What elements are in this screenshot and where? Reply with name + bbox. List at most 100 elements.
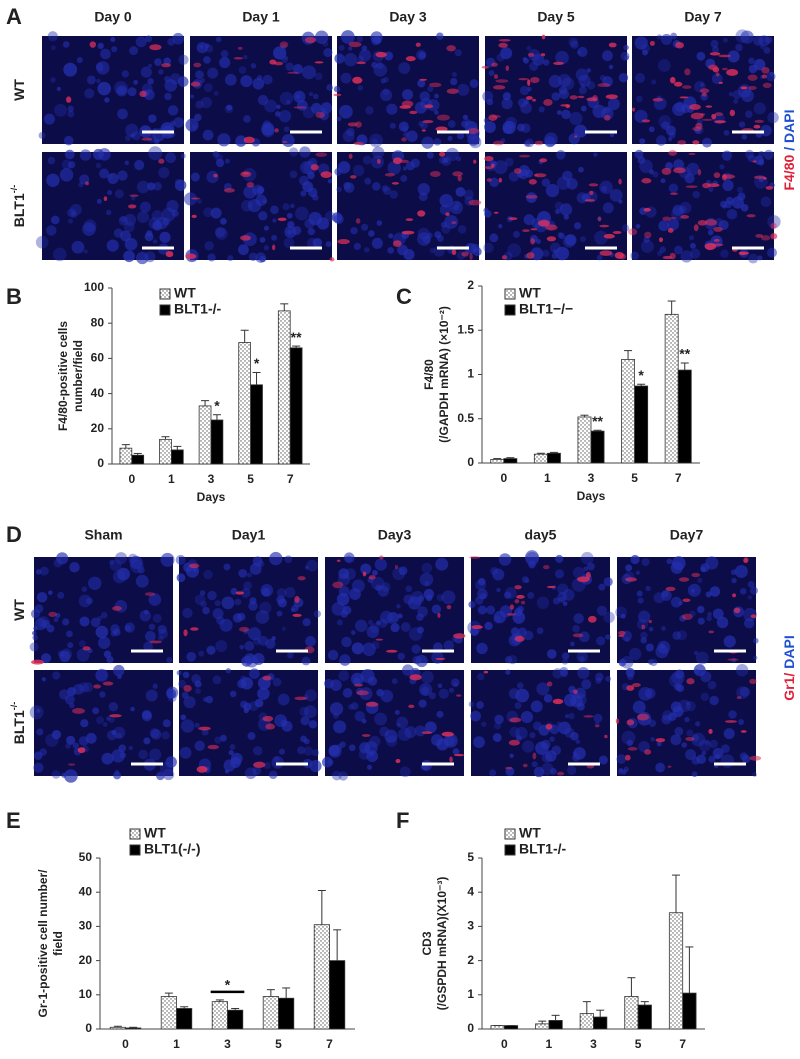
nucleus bbox=[51, 769, 61, 779]
nucleus bbox=[711, 73, 723, 85]
nucleus bbox=[243, 115, 251, 123]
stain bbox=[375, 638, 384, 641]
nucleus bbox=[580, 551, 594, 565]
x-tick-label: 1 bbox=[168, 472, 175, 486]
nucleus bbox=[66, 735, 76, 745]
nucleus bbox=[116, 732, 123, 739]
nucleus bbox=[754, 155, 764, 165]
nucleus bbox=[561, 109, 571, 120]
nucleus bbox=[111, 730, 117, 735]
row-name: WT bbox=[11, 79, 27, 101]
nucleus bbox=[366, 764, 373, 770]
stain bbox=[718, 54, 732, 58]
nucleus bbox=[156, 771, 165, 781]
significance: * bbox=[254, 355, 260, 371]
nucleus bbox=[424, 580, 430, 586]
nucleus bbox=[195, 100, 204, 109]
nucleus bbox=[247, 627, 262, 641]
nucleus bbox=[767, 111, 779, 124]
nucleus bbox=[157, 624, 167, 634]
nucleus bbox=[124, 135, 131, 142]
nucleus bbox=[56, 86, 61, 91]
stain bbox=[643, 207, 651, 212]
nucleus bbox=[123, 250, 135, 263]
nucleus bbox=[427, 85, 434, 92]
nucleus bbox=[596, 254, 603, 261]
nucleus bbox=[397, 727, 412, 741]
nucleus bbox=[152, 239, 158, 244]
stain bbox=[353, 141, 364, 146]
nucleus bbox=[543, 694, 553, 703]
nucleus bbox=[709, 739, 718, 749]
nucleus bbox=[180, 153, 186, 159]
stain bbox=[190, 627, 199, 631]
stain bbox=[498, 177, 502, 183]
nucleus bbox=[668, 137, 673, 142]
nucleus bbox=[728, 92, 734, 97]
nucleus bbox=[306, 559, 318, 572]
nucleus bbox=[297, 746, 306, 755]
nucleus bbox=[426, 151, 434, 159]
nucleus bbox=[639, 159, 653, 174]
nucleus bbox=[148, 63, 153, 68]
bar bbox=[262, 996, 279, 1030]
error-bar bbox=[333, 929, 342, 961]
nucleus bbox=[299, 146, 311, 158]
stain bbox=[614, 252, 625, 259]
stain bbox=[675, 41, 684, 49]
nucleus bbox=[384, 729, 398, 743]
nucleus bbox=[484, 621, 493, 631]
nucleus bbox=[555, 150, 566, 160]
stain bbox=[699, 88, 710, 94]
nucleus bbox=[257, 94, 269, 106]
nucleus bbox=[527, 86, 532, 92]
nucleus bbox=[247, 731, 256, 741]
stain bbox=[626, 719, 635, 726]
nucleus bbox=[115, 552, 128, 565]
nucleus bbox=[186, 651, 197, 662]
stain bbox=[435, 657, 446, 661]
stain bbox=[724, 720, 738, 723]
nucleus bbox=[350, 630, 356, 635]
nucleus bbox=[623, 766, 629, 773]
stain bbox=[488, 114, 498, 121]
nucleus bbox=[421, 562, 433, 574]
nucleus bbox=[447, 135, 453, 141]
nucleus bbox=[696, 605, 705, 614]
x-tick-label: 1 bbox=[173, 1037, 180, 1051]
nucleus bbox=[420, 121, 428, 130]
nucleus bbox=[248, 700, 259, 712]
stain bbox=[750, 614, 757, 619]
stain bbox=[235, 591, 244, 595]
stain bbox=[754, 119, 764, 123]
nucleus bbox=[494, 714, 504, 725]
nucleus bbox=[672, 204, 684, 216]
nucleus bbox=[678, 600, 683, 606]
legend-swatch bbox=[504, 844, 516, 856]
y-tick-label: 1 bbox=[467, 987, 474, 1001]
stain bbox=[112, 606, 122, 611]
stain bbox=[294, 696, 307, 701]
nucleus bbox=[326, 84, 333, 91]
nucleus bbox=[541, 752, 553, 763]
nucleus bbox=[441, 590, 456, 605]
stain bbox=[583, 715, 594, 718]
nucleus bbox=[599, 180, 613, 195]
nucleus bbox=[212, 608, 224, 620]
nucleus bbox=[103, 650, 112, 659]
nucleus bbox=[545, 183, 560, 198]
stain bbox=[320, 171, 332, 178]
stain bbox=[655, 738, 666, 743]
stain bbox=[391, 182, 399, 185]
stain bbox=[498, 42, 508, 48]
nucleus bbox=[321, 756, 333, 768]
nucleus bbox=[51, 729, 62, 740]
nucleus bbox=[650, 737, 655, 742]
nucleus bbox=[121, 70, 129, 78]
bar bbox=[176, 1008, 193, 1030]
stain bbox=[599, 224, 610, 228]
stain bbox=[770, 222, 777, 230]
nucleus bbox=[354, 711, 366, 722]
stain bbox=[189, 563, 200, 569]
nucleus bbox=[362, 155, 372, 165]
